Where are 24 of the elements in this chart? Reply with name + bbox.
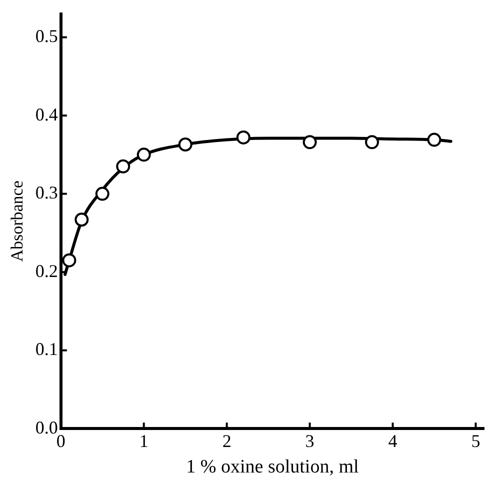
y-tick-label: 0.2: [35, 260, 58, 281]
x-axis-title: 1 % oxine solution, ml: [186, 456, 359, 478]
y-axis-title: Absorbance: [8, 180, 27, 262]
point: [62, 253, 76, 268]
y-tick-label: 0.0: [35, 417, 58, 438]
x-tick-label: 5: [471, 431, 480, 452]
point: [95, 186, 110, 201]
point: [136, 148, 151, 162]
x-tick-label: 4: [388, 431, 398, 452]
y-tick-label: 0.3: [35, 182, 58, 203]
point: [302, 135, 317, 150]
point: [236, 130, 250, 144]
point: [74, 212, 89, 227]
point: [116, 159, 130, 174]
point: [178, 138, 192, 152]
point: [427, 132, 442, 147]
x-tick-label: 2: [222, 431, 232, 452]
y-tick-label: 0.1: [35, 339, 58, 360]
point: [365, 135, 380, 150]
y-tick-label: 0.4: [35, 104, 58, 124]
y-tick-label: 0.5: [35, 26, 58, 46]
x-tick-label: 3: [305, 431, 314, 452]
x-tick-label: 1: [139, 431, 148, 452]
x-tick-label: 0: [56, 431, 66, 452]
